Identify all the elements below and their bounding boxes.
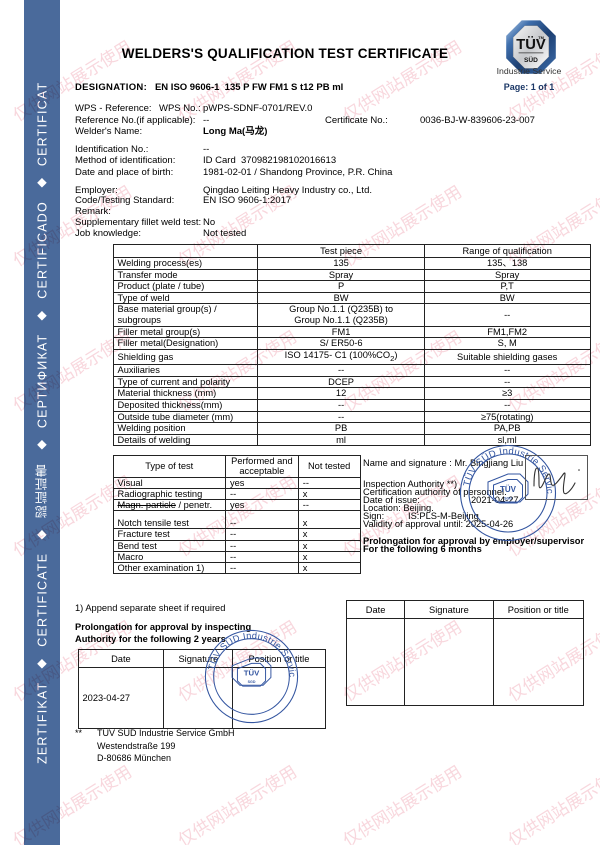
svg-text:SÜD: SÜD [524, 55, 538, 64]
svg-text:TM: TM [538, 35, 544, 40]
svg-text:TÜV: TÜV [244, 669, 260, 678]
svg-text:TÜV: TÜV [500, 485, 517, 494]
svg-text:SGD: SGD [248, 680, 256, 684]
svg-text:SGD: SGD [503, 496, 511, 500]
